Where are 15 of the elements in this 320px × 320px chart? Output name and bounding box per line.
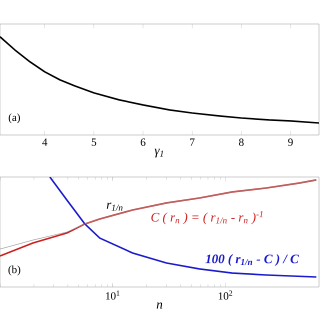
- annotation: (a): [8, 113, 20, 124]
- x-tick-label: 10$^{2}$: [218, 290, 232, 300]
- x-tick-label: 7: [190, 138, 195, 146]
- series-label: C ( r$_{n}$ ) = ( r$_{1/n}$ - r$_{n}$ )$^{-1}$: [151, 211, 263, 224]
- series-label: 100 ( r$_{1/n}$ - C ) / C: [206, 254, 299, 266]
- x-tick-label: 9: [288, 138, 293, 146]
- series-label: r$_{1/n}$: [106, 202, 123, 211]
- x-tick-label: 4: [42, 138, 48, 146]
- x-tick-label: 6: [140, 138, 146, 146]
- x-axis-title: n: [156, 302, 162, 309]
- x-axis-title: γ$_{1}$: [154, 148, 164, 158]
- x-tick-label: 10$^{1}$: [106, 290, 120, 300]
- x-tick-label: 5: [92, 138, 96, 146]
- annotation: (b): [8, 266, 20, 276]
- x-tick-label: 8: [239, 138, 244, 146]
